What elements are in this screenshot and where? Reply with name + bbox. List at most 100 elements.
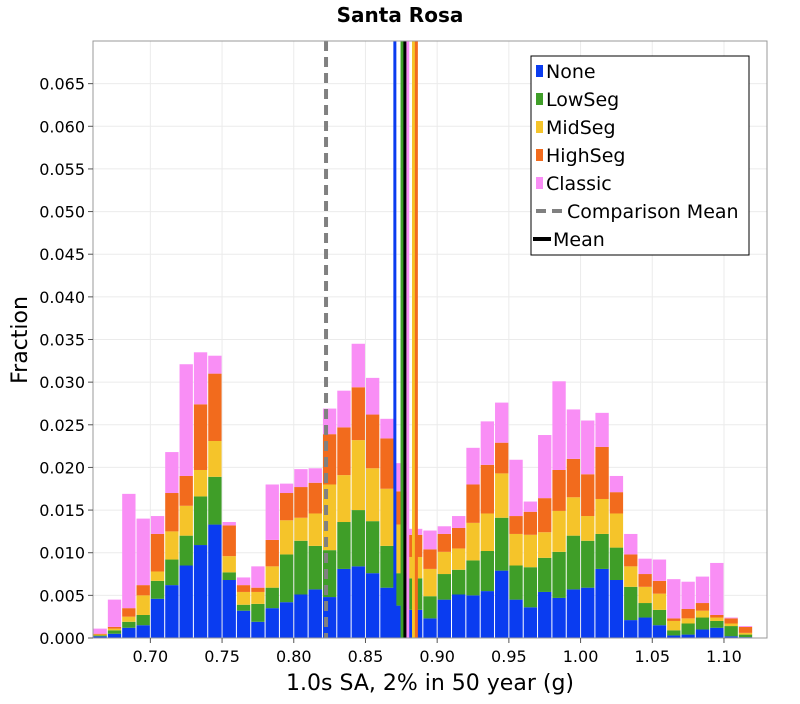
bar-midseg <box>480 513 495 552</box>
bar-none <box>495 570 509 638</box>
bar-midseg <box>595 498 609 534</box>
legend: None LowSeg MidSeg HighSeg Classic Comparison… <box>530 55 750 256</box>
bar-classic <box>624 533 638 555</box>
bar-midseg <box>624 566 638 587</box>
bar-highseg <box>466 484 480 523</box>
bar-none <box>251 621 265 638</box>
bar-classic <box>695 576 710 604</box>
bar-midseg <box>509 533 523 566</box>
bar-classic <box>337 390 351 428</box>
y-tick-label: 0.060 <box>39 117 85 136</box>
y-tick-label: 0.020 <box>39 458 85 477</box>
bar-highseg <box>279 493 294 521</box>
bar-none <box>480 591 495 638</box>
bar-lowseg <box>351 510 365 567</box>
bar-midseg <box>337 475 351 523</box>
bar-midseg <box>193 469 208 497</box>
legend-label: MidSeg <box>546 117 616 139</box>
bar-none <box>638 617 652 638</box>
bar-none <box>695 629 710 638</box>
bar-none <box>566 589 581 638</box>
bar-classic <box>122 493 136 609</box>
bar-lowseg <box>538 557 552 592</box>
bar-midseg <box>136 595 150 615</box>
bar-none <box>523 607 538 638</box>
bar-none <box>208 524 222 638</box>
bar-midseg <box>581 516 595 541</box>
bar-lowseg <box>738 634 753 638</box>
bar-highseg <box>552 469 566 511</box>
bar-lowseg <box>652 609 667 626</box>
legend-label: Comparison Mean <box>567 201 739 223</box>
bar-midseg <box>437 551 452 575</box>
bar-lowseg <box>523 567 538 608</box>
legend-swatch <box>536 149 543 161</box>
bar-lowseg <box>265 587 279 609</box>
bar-none <box>165 585 179 638</box>
bar-midseg <box>738 632 753 635</box>
bar-lowseg <box>495 517 509 571</box>
bar-lowseg <box>480 551 495 592</box>
bar-none <box>595 568 609 638</box>
bar-none <box>624 620 638 638</box>
bar-classic <box>222 522 236 526</box>
bar-none <box>710 627 724 638</box>
bar-classic <box>380 418 394 439</box>
bar-none <box>265 608 279 638</box>
y-tick-label: 0.010 <box>39 544 85 563</box>
bar-highseg <box>452 527 466 549</box>
bar-midseg <box>552 510 566 552</box>
bar-none <box>365 573 380 638</box>
y-tick-label: 0.005 <box>39 586 85 605</box>
bar-highseg <box>337 427 351 476</box>
bar-midseg <box>208 440 222 477</box>
bar-none <box>509 599 523 638</box>
legend-label: Classic <box>546 173 612 195</box>
bar-highseg <box>509 516 523 534</box>
bar-lowseg <box>437 574 452 600</box>
bar-classic <box>710 562 724 615</box>
bar-none <box>308 589 322 638</box>
x-tick-label: 1.05 <box>634 647 670 666</box>
x-tick-label: 0.75 <box>204 647 240 666</box>
bar-midseg <box>609 513 624 548</box>
bar-none <box>294 594 308 638</box>
legend-item: HighSeg <box>536 145 625 167</box>
bar-none <box>581 587 595 638</box>
bar-lowseg <box>638 603 652 618</box>
bar-classic <box>308 468 322 483</box>
x-tick-label: 0.80 <box>276 647 312 666</box>
bar-classic <box>437 526 452 534</box>
bar-midseg <box>638 586 652 604</box>
bar-lowseg <box>695 617 710 630</box>
bar-classic <box>609 475 624 493</box>
bar-classic <box>423 530 437 550</box>
bar-lowseg <box>107 630 122 634</box>
bar-midseg <box>523 534 538 568</box>
bar-classic <box>107 599 122 627</box>
bar-highseg <box>638 574 652 587</box>
bar-classic <box>279 483 294 494</box>
bar-classic <box>236 577 251 586</box>
bar-midseg <box>279 520 294 555</box>
bar-none <box>667 635 681 638</box>
bar-none <box>452 594 466 638</box>
bar-classic <box>265 484 279 540</box>
legend-label: LowSeg <box>546 89 619 111</box>
bar-midseg <box>466 522 480 561</box>
bar-classic <box>581 420 595 475</box>
x-tick-label: 1.00 <box>563 647 599 666</box>
bar-highseg <box>136 585 150 596</box>
bar-midseg <box>150 571 165 581</box>
bar-midseg <box>695 610 710 618</box>
bar-stacks <box>93 343 753 638</box>
bar-midseg <box>495 473 509 518</box>
bar-classic <box>452 516 466 528</box>
bar-lowseg <box>452 569 466 595</box>
legend-swatch <box>536 93 543 105</box>
bar-classic <box>738 626 753 627</box>
bar-highseg <box>365 414 380 469</box>
bar-classic <box>251 566 265 588</box>
bar-highseg <box>595 446 609 499</box>
